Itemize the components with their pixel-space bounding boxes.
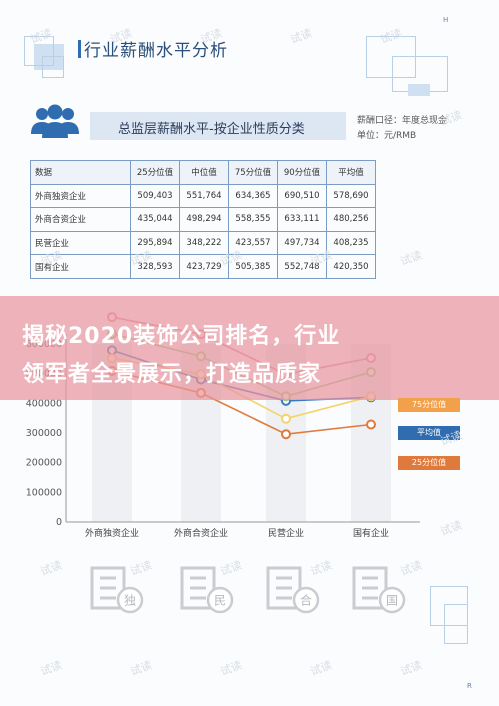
table-cell: 690,510 xyxy=(277,183,327,209)
table-cell: 551,764 xyxy=(179,183,229,209)
table-row: 外商独资企业 509,403 551,764 634,365 690,510 578,69… xyxy=(30,183,376,209)
pay-basis-note: 薪酬口径：年度总现金 xyxy=(357,116,448,126)
table-cell: 505,385 xyxy=(228,254,278,279)
watermark-text: 试读 xyxy=(218,658,244,679)
title-accent-bar xyxy=(78,40,81,58)
table-row: 国有企业 328,593 423,729 505,385 552,748 420,350 xyxy=(30,254,376,279)
svg-text:独: 独 xyxy=(124,594,136,608)
decor-square xyxy=(24,36,54,66)
legend-entry: 75分位值 xyxy=(398,398,460,412)
headline-line-2: 领军者全景展示，打造品质家 xyxy=(22,362,322,387)
x-tick-label: 外商合资企业 xyxy=(174,527,228,539)
table-cell: 外商独资企业 xyxy=(30,183,131,209)
private-icon: 民 xyxy=(176,556,236,616)
corner-mark-top: H xyxy=(443,16,449,24)
table-cell: 民营企业 xyxy=(30,230,131,256)
table-cell: 国有企业 xyxy=(30,254,131,279)
watermark-text: 试读 xyxy=(38,658,64,679)
table-header-cell: 中位值 xyxy=(179,160,229,185)
table-cell: 509,403 xyxy=(130,183,180,209)
decor-square xyxy=(444,604,468,644)
y-tick-label: 0 xyxy=(56,517,62,528)
section-title: 总监层薪酬水平-按企业性质分类 xyxy=(118,122,305,137)
table-cell: 552,748 xyxy=(277,254,327,279)
y-tick-label: 300000 xyxy=(26,428,62,439)
table-cell: 435,044 xyxy=(130,207,180,232)
table-cell: 408,235 xyxy=(326,230,376,256)
decor-block xyxy=(408,84,430,96)
table-header-cell: 25分位值 xyxy=(130,160,180,185)
table-header-cell: 数据 xyxy=(30,160,131,185)
table-cell: 634,365 xyxy=(228,183,278,209)
series-point xyxy=(366,419,376,430)
y-tick-label: 100000 xyxy=(26,487,62,498)
joint-icon: 合 xyxy=(262,556,322,616)
watermark-text: 试读 xyxy=(398,248,424,269)
unit-note: 单位：元/RMB xyxy=(357,131,417,141)
decor-square xyxy=(366,36,416,78)
series-point xyxy=(281,413,291,424)
decor-square xyxy=(42,56,64,78)
svg-text:国: 国 xyxy=(386,594,398,608)
table-cell: 633,111 xyxy=(277,207,327,232)
table-row: 外商合资企业 435,044 498,294 558,355 633,111 480,25… xyxy=(30,207,376,232)
watermark-text: 试读 xyxy=(438,108,464,129)
table-cell: 498,294 xyxy=(179,207,229,232)
x-tick-label: 民营企业 xyxy=(268,527,304,539)
section-header-band xyxy=(90,112,346,140)
headline-line-1: 揭秘2020装饰公司排名，行业 xyxy=(22,324,341,349)
y-tick-label: 400000 xyxy=(26,398,62,409)
table-header-row: 数据 25分位值 中位值 75分位值 90分位值 平均值 xyxy=(30,160,376,185)
series-point xyxy=(281,429,291,440)
svg-text:民: 民 xyxy=(214,594,226,608)
table-cell: 328,593 xyxy=(130,254,180,279)
table-cell: 348,222 xyxy=(179,230,229,256)
table-row: 民营企业 295,894 348,222 423,557 497,734 408,235 xyxy=(30,230,376,256)
table-cell: 423,729 xyxy=(179,254,229,279)
table-cell: 423,557 xyxy=(228,230,278,256)
table-cell: 480,256 xyxy=(326,207,376,232)
watermark-text: 试读 xyxy=(308,658,334,679)
table-header-cell: 平均值 xyxy=(326,160,376,185)
watermark-text: 试读 xyxy=(398,658,424,679)
table-header-cell: 75分位值 xyxy=(228,160,278,185)
table-cell: 外商合资企业 xyxy=(30,207,131,232)
foreign-sole-icon: 独 xyxy=(86,556,146,616)
people-group-icon xyxy=(31,104,79,138)
legend-entry: 平均值 xyxy=(398,426,460,440)
table-cell: 420,350 xyxy=(326,254,376,279)
x-tick-label: 外商独资企业 xyxy=(85,527,139,539)
y-tick-label: 200000 xyxy=(26,458,62,469)
legend-entry: 25分位值 xyxy=(398,456,460,470)
table-header-cell: 90分位值 xyxy=(277,160,327,185)
x-tick-label: 国有企业 xyxy=(353,527,389,539)
state-icon: 国 xyxy=(348,556,408,616)
salary-table: 数据 25分位值 中位值 75分位值 90分位值 平均值 外商独资企业 509,403 551,… xyxy=(30,160,376,279)
table-cell: 558,355 xyxy=(228,207,278,232)
watermark-text: 试读 xyxy=(38,558,64,579)
page-title: 行业薪酬水平分析 xyxy=(84,41,228,61)
watermark-text: 试读 xyxy=(288,26,314,47)
corner-mark-bottom: R xyxy=(467,682,472,690)
headline-overlay xyxy=(0,296,499,400)
svg-text:合: 合 xyxy=(300,593,312,608)
watermark-text: 试读 xyxy=(128,658,154,679)
table-cell: 578,690 xyxy=(326,183,376,209)
